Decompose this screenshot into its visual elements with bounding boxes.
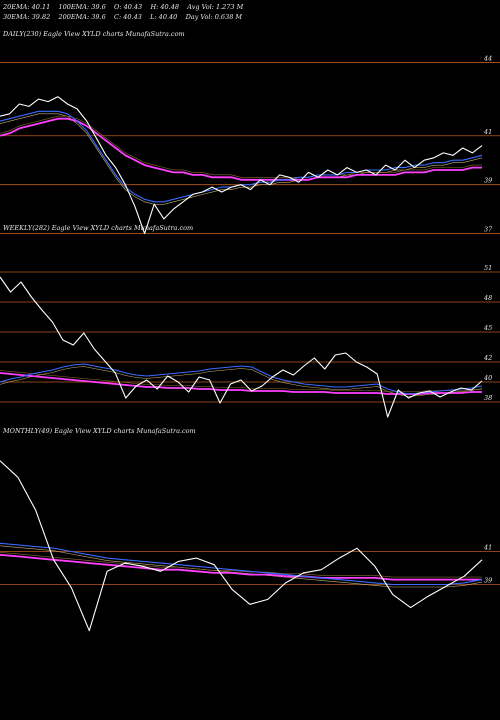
ema20-value: 20EMA: 40.11 xyxy=(3,3,51,11)
ema30-value: 30EMA: 39.82 xyxy=(3,13,51,21)
weekly-y-tick-label: 38 xyxy=(484,394,492,402)
avg-vol-value: Avg Vol: 1.273 M xyxy=(187,3,244,11)
weekly-ema-long-line xyxy=(0,372,482,395)
low-value: L: 40.40 xyxy=(150,13,178,21)
open-value: O: 40.43 xyxy=(114,3,143,11)
monthly-ema-short-line xyxy=(0,542,483,586)
daily-ema-short-line xyxy=(0,110,483,203)
monthly-ema-long-line-companion xyxy=(0,552,482,578)
weekly-y-tick-label: 42 xyxy=(483,354,492,362)
daily-panel-label: DAILY(230) Eagle View XYLD charts Munafa… xyxy=(3,30,185,38)
daily-y-tick-label: 37 xyxy=(484,226,493,234)
daily-panel: 44 41 39 37 xyxy=(0,54,500,235)
header-row-2: 30EMA: 39.82 200EMA: 39.6 C: 40.43 L: 40… xyxy=(3,13,242,21)
weekly-y-tick-label: 48 xyxy=(483,294,492,302)
weekly-y-tick-label: 51 xyxy=(484,264,492,272)
monthly-panel-label: MONTHLY(49) Eagle View XYLD charts Munaf… xyxy=(3,427,196,435)
day-vol-value: Day Vol: 0.638 M xyxy=(185,13,243,21)
ema100-value: 100EMA: 39.6 xyxy=(58,3,106,11)
high-value: H: 40.48 xyxy=(150,3,180,11)
daily-ema-long-line xyxy=(0,117,482,181)
weekly-panel: 51 48 45 42 40 38 xyxy=(0,264,500,418)
daily-y-tick-label: 44 xyxy=(483,54,492,62)
weekly-y-tick-label: 40 xyxy=(483,374,492,382)
weekly-ema-short-line-companion xyxy=(0,366,483,397)
weekly-panel-label: WEEKLY(282) Eagle View XYLD charts Munaf… xyxy=(3,224,194,232)
monthly-panel: 41 39 xyxy=(0,460,500,632)
weekly-ema-long-line-companion xyxy=(0,370,482,392)
daily-ema-long-line-companion xyxy=(0,115,482,178)
daily-ema-short-line-companion xyxy=(0,113,483,205)
monthly-ema-long-line xyxy=(0,553,482,581)
close-value: C: 40.43 xyxy=(114,13,142,21)
header-row-1: 20EMA: 40.11 100EMA: 39.6 O: 40.43 H: 40… xyxy=(3,3,243,11)
weekly-price-line xyxy=(0,276,483,418)
daily-y-tick-label: 41 xyxy=(483,128,492,136)
monthly-y-tick-label: 41 xyxy=(483,544,492,552)
ema200-value: 200EMA: 39.6 xyxy=(58,13,106,21)
monthly-price-line xyxy=(0,460,483,632)
weekly-y-tick-label: 45 xyxy=(483,324,492,332)
daily-price-line xyxy=(0,96,483,235)
monthly-y-tick-label: 39 xyxy=(484,577,492,585)
daily-y-tick-label: 39 xyxy=(484,177,492,185)
